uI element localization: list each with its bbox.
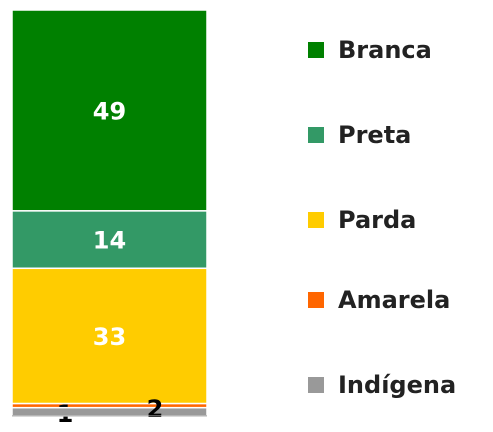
data-label: 33 xyxy=(93,323,126,351)
legend-label: Preta xyxy=(338,121,411,149)
legend-swatch xyxy=(308,292,324,308)
bar-segment xyxy=(11,267,208,405)
bar-segment xyxy=(11,9,208,212)
legend-label: Amarela xyxy=(338,286,450,314)
bar-segment xyxy=(11,210,208,270)
legend-swatch xyxy=(308,377,324,393)
legend-swatch xyxy=(308,42,324,58)
legend-swatch xyxy=(308,212,324,228)
data-label: 14 xyxy=(93,227,126,255)
data-label: 49 xyxy=(93,97,126,125)
legend-label: Indígena xyxy=(338,371,456,399)
legend-swatch xyxy=(308,127,324,143)
legend-label: Branca xyxy=(338,36,432,64)
legend-label: Parda xyxy=(338,206,416,234)
bar-segment xyxy=(11,406,208,417)
data-label: 2 xyxy=(147,395,164,423)
